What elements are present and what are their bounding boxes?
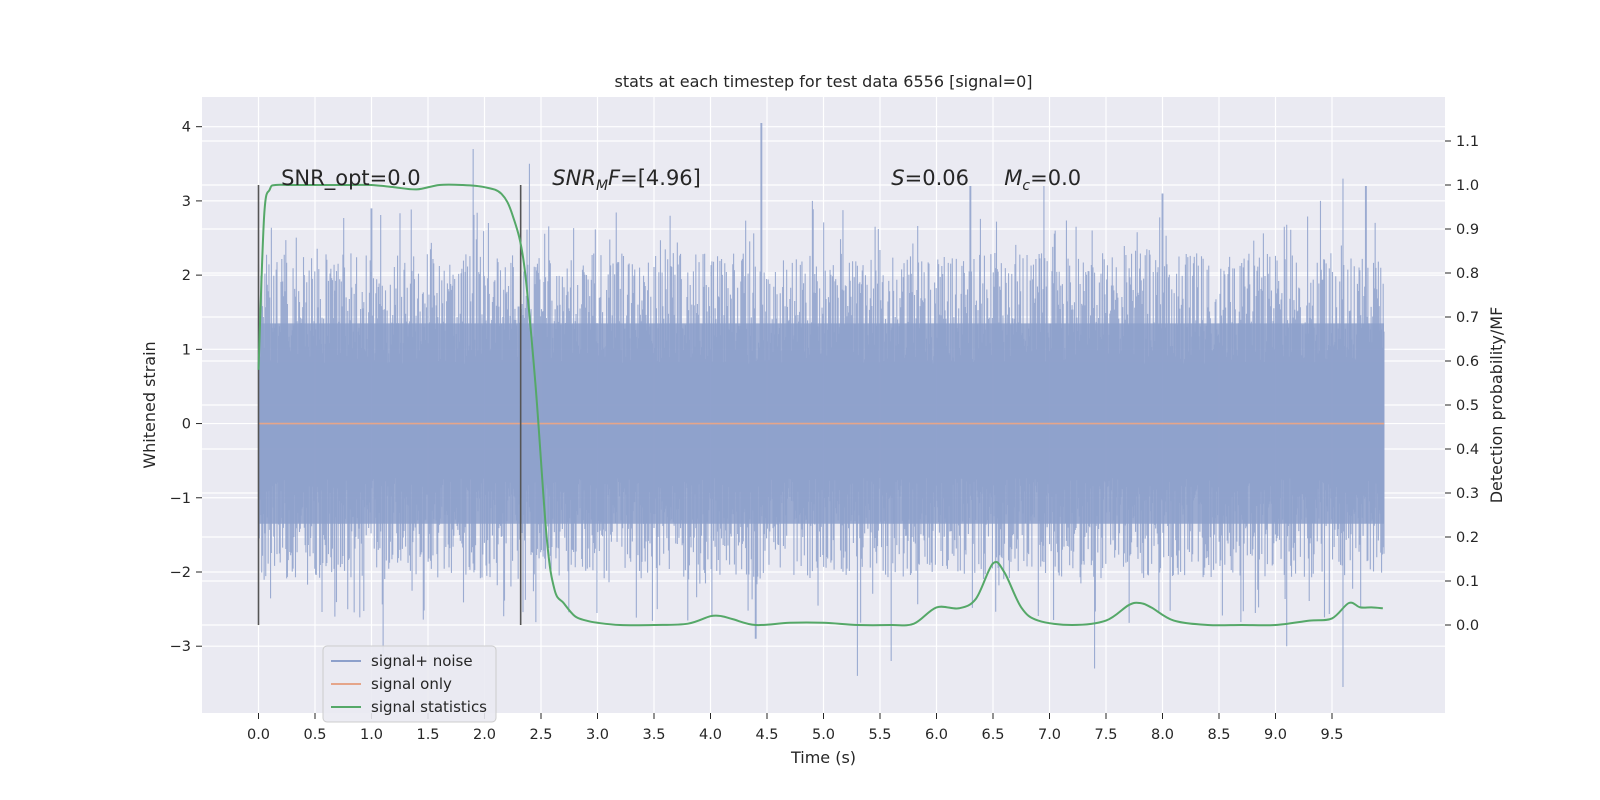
y2-tick-label: 0.8 xyxy=(1456,266,1479,282)
annotation-mc-label: M xyxy=(1004,166,1022,190)
annotation-snr-mf-value: =[4.96] xyxy=(620,166,701,190)
annotation-snr-mf-tail: F xyxy=(608,166,621,190)
annotation-s: S=0.06 xyxy=(891,166,969,190)
x-tick-label: 8.0 xyxy=(1151,727,1174,743)
y-tick-label: −2 xyxy=(170,565,191,581)
x-tick-label: 6.0 xyxy=(925,727,948,743)
y-tick-label: 1 xyxy=(182,342,191,358)
y2-tick-label: 0.7 xyxy=(1456,310,1479,326)
x-tick-label: 3.0 xyxy=(586,727,609,743)
y-tick-label: 2 xyxy=(182,268,191,284)
legend-label: signal statistics xyxy=(371,698,487,716)
x-tick-label: 2.0 xyxy=(473,727,496,743)
x-tick-label: 0.5 xyxy=(303,727,326,743)
x-tick-label: 2.5 xyxy=(529,727,552,743)
y2-tick-label: 0.4 xyxy=(1456,442,1479,458)
x-tick-label: 1.0 xyxy=(360,727,383,743)
y-tick-label: 3 xyxy=(182,194,191,210)
x-tick-label: 6.5 xyxy=(981,727,1004,743)
y2-tick-label: 0.9 xyxy=(1456,222,1479,238)
x-tick-label: 7.0 xyxy=(1038,727,1061,743)
y2-tick-label: 1.1 xyxy=(1456,134,1479,150)
y2-tick-label: 0.6 xyxy=(1456,354,1479,370)
signal-statistics-series xyxy=(257,183,1383,627)
annotation-mc-value: =0.0 xyxy=(1030,166,1081,190)
y2-tick-label: 0.5 xyxy=(1456,398,1479,414)
annotation-snr-mf-sub: M xyxy=(596,178,608,194)
x-tick-label: 5.5 xyxy=(868,727,891,743)
x-tick-label: 5.0 xyxy=(812,727,835,743)
annotation-mc-sub: c xyxy=(1022,178,1030,194)
x-tick-label: 0.0 xyxy=(247,727,270,743)
chart-title: stats at each timestep for test data 655… xyxy=(614,72,1032,91)
y2-axis-label: Detection probability/MF xyxy=(1487,307,1506,504)
annotation-s-value: =0.06 xyxy=(905,166,969,190)
y-tick-label: −1 xyxy=(170,491,191,507)
x-tick-label: 4.5 xyxy=(755,727,778,743)
annotation-snr-mf: SNRMF=[4.96] xyxy=(552,166,701,194)
y2-tick-label: 0.0 xyxy=(1456,618,1479,634)
signal-statistics-line xyxy=(257,183,1383,627)
y-tick-label: 4 xyxy=(182,120,191,136)
legend-label: signal+ noise xyxy=(371,652,473,670)
legend: signal+ noise signal only signal statistic… xyxy=(322,645,497,723)
annotation-snr-opt: SNR_opt=0.0 xyxy=(281,166,421,191)
y2-tick-label: 0.1 xyxy=(1456,574,1479,590)
y2-tick-label: 0.3 xyxy=(1456,486,1479,502)
x-tick-label: 1.5 xyxy=(416,727,439,743)
legend-label: signal only xyxy=(371,675,452,693)
x-tick-label: 9.0 xyxy=(1264,727,1287,743)
x-axis-label: Time (s) xyxy=(790,748,856,767)
x-tick-label: 4.0 xyxy=(699,727,722,743)
y2-tick-label: 1.0 xyxy=(1456,178,1479,194)
x-tick-label: 8.5 xyxy=(1207,727,1230,743)
annotation-s-label: S xyxy=(891,166,904,190)
ticks: 0.0 0.5 1.0 1.5 2.0 2.5 3.0 3.5 4.0 4.5 5.0 5.5 6.0 6… xyxy=(170,120,1479,743)
y-tick-label: −3 xyxy=(170,639,191,655)
annotation-snr-mf-base: SNR xyxy=(552,166,596,190)
x-tick-label: 9.5 xyxy=(1320,727,1343,743)
x-tick-label: 3.5 xyxy=(642,727,665,743)
y-axis-label: Whitened strain xyxy=(140,341,159,468)
y2-tick-label: 0.2 xyxy=(1456,530,1479,546)
y-tick-label: 0 xyxy=(182,417,191,433)
x-tick-label: 7.5 xyxy=(1094,727,1117,743)
legend-box xyxy=(322,645,497,723)
annotation-mc: Mc=0.0 xyxy=(1004,166,1081,194)
marker-lines xyxy=(257,185,522,625)
